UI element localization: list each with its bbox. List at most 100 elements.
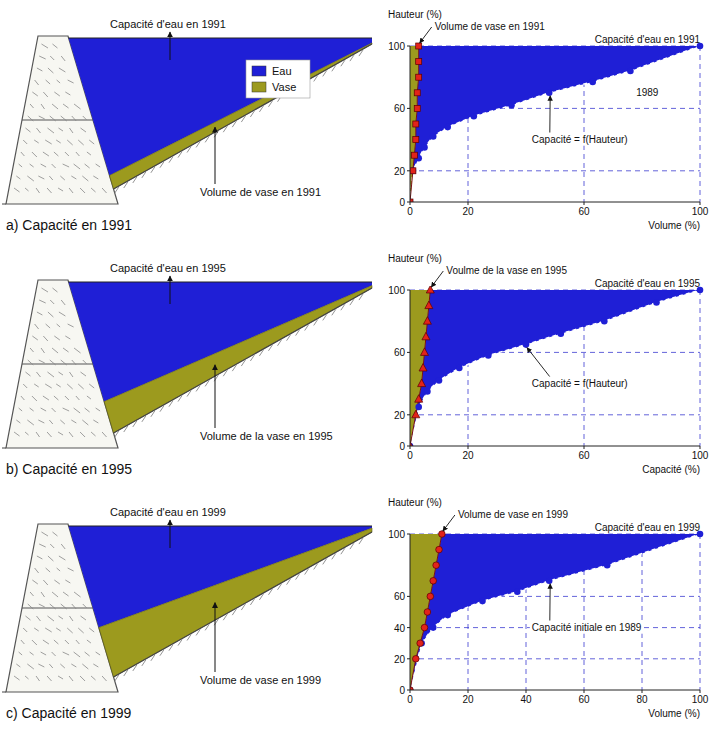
marker bbox=[444, 124, 451, 131]
series-line bbox=[410, 534, 442, 690]
y-tick-label: 0 bbox=[399, 685, 405, 696]
dam-stone bbox=[52, 104, 58, 109]
ground-hatch bbox=[332, 553, 336, 559]
marker bbox=[426, 286, 434, 293]
ground-hatch bbox=[115, 431, 119, 437]
tick bbox=[642, 690, 643, 693]
marker bbox=[416, 74, 422, 80]
silt-area bbox=[410, 46, 419, 202]
marker bbox=[546, 578, 553, 585]
dam-stone bbox=[60, 664, 65, 668]
tick bbox=[468, 690, 469, 693]
marker bbox=[416, 43, 422, 49]
dam-stone bbox=[89, 384, 94, 388]
marker bbox=[508, 102, 515, 109]
marker bbox=[653, 299, 660, 306]
dam-stone bbox=[82, 420, 88, 425]
ground-hatch bbox=[250, 355, 254, 361]
ground-hatch bbox=[178, 152, 182, 158]
dam-stone bbox=[74, 652, 81, 657]
marker bbox=[436, 546, 443, 553]
dam-stone bbox=[45, 140, 52, 144]
dam-stone bbox=[50, 544, 54, 548]
ground-hatch bbox=[259, 350, 263, 356]
dam-stone bbox=[34, 384, 39, 387]
legend-label: Vase bbox=[272, 81, 296, 93]
silt-label: Volume de la vase en 1995 bbox=[200, 430, 333, 442]
dam-stone bbox=[34, 140, 39, 143]
ground-hatch bbox=[296, 574, 300, 580]
dam-stone bbox=[91, 676, 96, 680]
ground-hatch bbox=[268, 345, 272, 351]
dam-stone bbox=[91, 188, 96, 192]
leader bbox=[549, 96, 550, 133]
marker bbox=[514, 588, 521, 595]
y-tick-label: 20 bbox=[394, 654, 406, 665]
dam-stone bbox=[96, 652, 101, 655]
ground-hatch bbox=[259, 106, 263, 112]
marker bbox=[439, 531, 446, 538]
dam-stone bbox=[63, 652, 70, 655]
dam-stone bbox=[80, 676, 85, 681]
dam-stone bbox=[57, 324, 61, 327]
ground-hatch bbox=[223, 370, 227, 376]
ground-hatch bbox=[332, 65, 336, 71]
dam-stone bbox=[83, 604, 87, 608]
dam-stone bbox=[71, 664, 76, 667]
tick bbox=[410, 690, 411, 693]
x-tick-label: 60 bbox=[578, 206, 590, 217]
water-surface bbox=[69, 282, 372, 283]
chart: 0204060100020406080100Hauteur (%)Volume … bbox=[388, 497, 709, 719]
water-body bbox=[69, 282, 372, 402]
dam-stone bbox=[28, 360, 34, 365]
tick bbox=[407, 108, 410, 109]
dam-stone bbox=[39, 300, 46, 303]
ground-hatch bbox=[305, 569, 309, 575]
ground-hatch bbox=[287, 579, 291, 585]
dam-stone bbox=[69, 128, 73, 133]
dam-stone bbox=[47, 616, 54, 621]
dam-stone bbox=[56, 628, 61, 631]
dam-stone bbox=[63, 164, 70, 167]
ground-hatch bbox=[178, 640, 182, 646]
dam-stone bbox=[25, 188, 29, 191]
dam-stone bbox=[47, 676, 52, 681]
ground-hatch bbox=[359, 538, 363, 544]
marker bbox=[627, 68, 634, 75]
dam-stone bbox=[41, 288, 48, 292]
marker bbox=[414, 90, 420, 96]
ground-hatch bbox=[350, 55, 354, 61]
ground-hatch bbox=[232, 609, 236, 615]
marker bbox=[558, 330, 565, 337]
dam-stone bbox=[43, 580, 48, 585]
chart: 0206010002060100Hauteur (%)Volume (%)Vol… bbox=[388, 9, 709, 231]
marker bbox=[424, 388, 431, 395]
tick bbox=[407, 290, 410, 291]
series-line bbox=[410, 46, 700, 202]
x-axis-title: Volume (%) bbox=[648, 220, 700, 231]
marker bbox=[436, 377, 443, 384]
y-axis bbox=[410, 534, 411, 690]
dam-stone bbox=[50, 604, 56, 609]
dam-stone bbox=[36, 128, 40, 133]
ground-hatch bbox=[133, 177, 137, 183]
silt-label: Volume de vase en 1991 bbox=[200, 186, 321, 198]
ground-hatch bbox=[341, 304, 345, 310]
panel-caption: a) Capacité en 1991 bbox=[6, 217, 132, 233]
grid-line bbox=[410, 658, 700, 659]
ground-hatch bbox=[278, 340, 282, 346]
dam-stone bbox=[59, 312, 66, 316]
ground-hatch bbox=[287, 335, 291, 341]
dam-stone bbox=[38, 176, 44, 179]
dam-stone bbox=[89, 140, 94, 144]
dam-stone bbox=[41, 532, 48, 536]
ground-hatch bbox=[268, 589, 272, 595]
ground-hatch bbox=[187, 147, 191, 153]
ground-hatch bbox=[142, 416, 146, 422]
marker bbox=[415, 395, 423, 403]
dam-stone bbox=[78, 384, 84, 389]
water-area bbox=[410, 46, 700, 202]
y-tick-label: 100 bbox=[388, 41, 405, 52]
y-tick-label: 60 bbox=[394, 103, 406, 114]
y-tick-label: 100 bbox=[388, 285, 405, 296]
